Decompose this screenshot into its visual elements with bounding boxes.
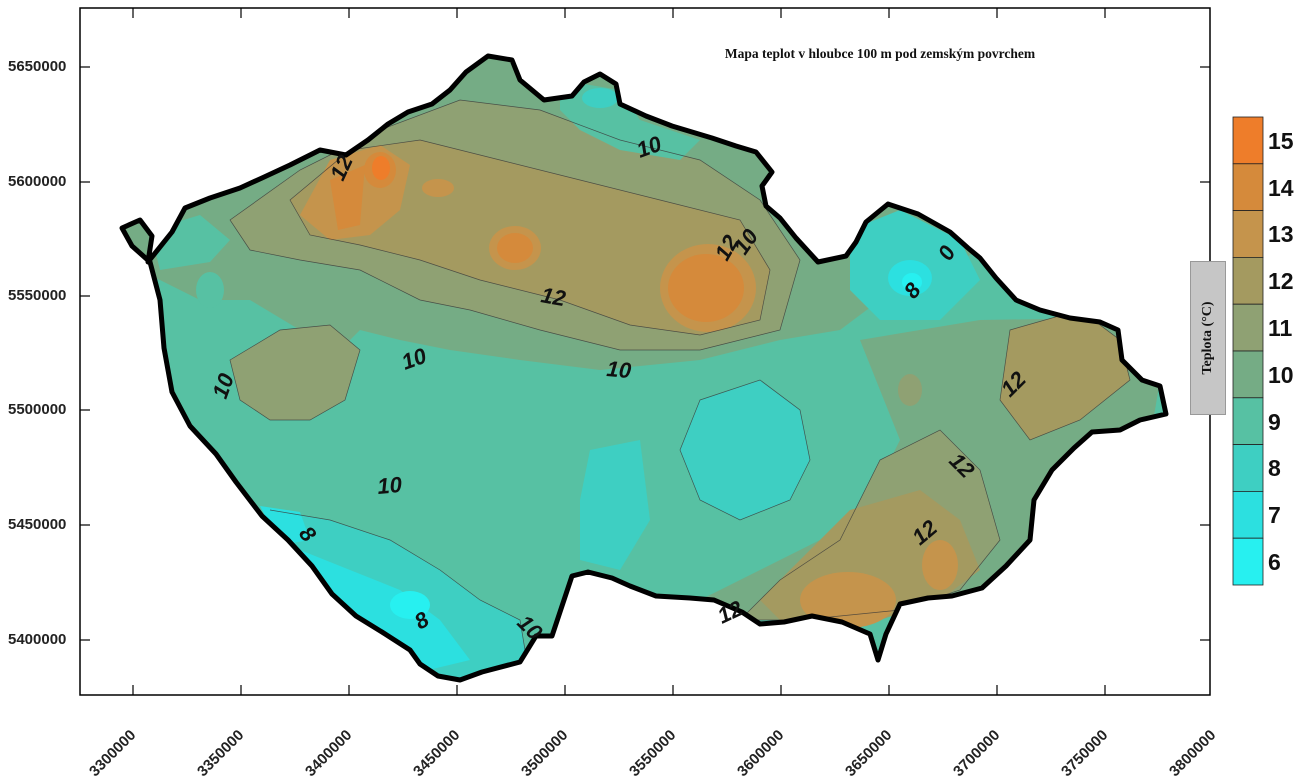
legend-swatch [1232, 256, 1264, 305]
contour-label: 12 [539, 282, 568, 311]
legend-swatch [1232, 350, 1264, 399]
legend-swatch [1232, 210, 1264, 258]
legend-swatch [1232, 163, 1264, 212]
map-title: Mapa teplot v hloubce 100 m pod zemským … [724, 46, 1036, 61]
y-tick-label: 5600000 [8, 173, 67, 190]
y-tick-label: 5650000 [8, 58, 67, 75]
legend-title: Teplota (°C) [1200, 301, 1215, 375]
legend-level-label: 7 [1268, 502, 1281, 529]
legend-swatch [1232, 303, 1264, 352]
legend-swatch [1232, 116, 1264, 165]
y-tick-label: 5450000 [8, 516, 67, 533]
contour-label: 10 [376, 472, 403, 499]
y-tick-label: 5400000 [8, 631, 67, 648]
y-tick-label: 5550000 [8, 287, 67, 304]
legend-level-label: 8 [1268, 455, 1281, 482]
legend-title-box: Teplota (°C) [1190, 261, 1226, 415]
legend-swatch [1232, 537, 1264, 586]
legend-swatch [1232, 490, 1264, 539]
x-axis [132, 8, 1106, 695]
y-tick-label: 5500000 [8, 401, 67, 418]
legend-level-label: 11 [1268, 315, 1293, 341]
legend-level-label: 6 [1268, 549, 1281, 575]
legend-swatch [1232, 444, 1264, 492]
legend-swatch [1232, 397, 1264, 445]
legend-level-label: 12 [1268, 268, 1294, 295]
legend-level-label: 13 [1268, 221, 1294, 248]
contour-label: 10 [606, 356, 633, 383]
legend-level-label: 15 [1268, 127, 1294, 154]
legend-level-label: 14 [1268, 174, 1294, 201]
legend-level-label: 9 [1268, 408, 1281, 435]
legend-color-bar [1232, 116, 1264, 586]
legend-level-label: 10 [1268, 361, 1294, 388]
